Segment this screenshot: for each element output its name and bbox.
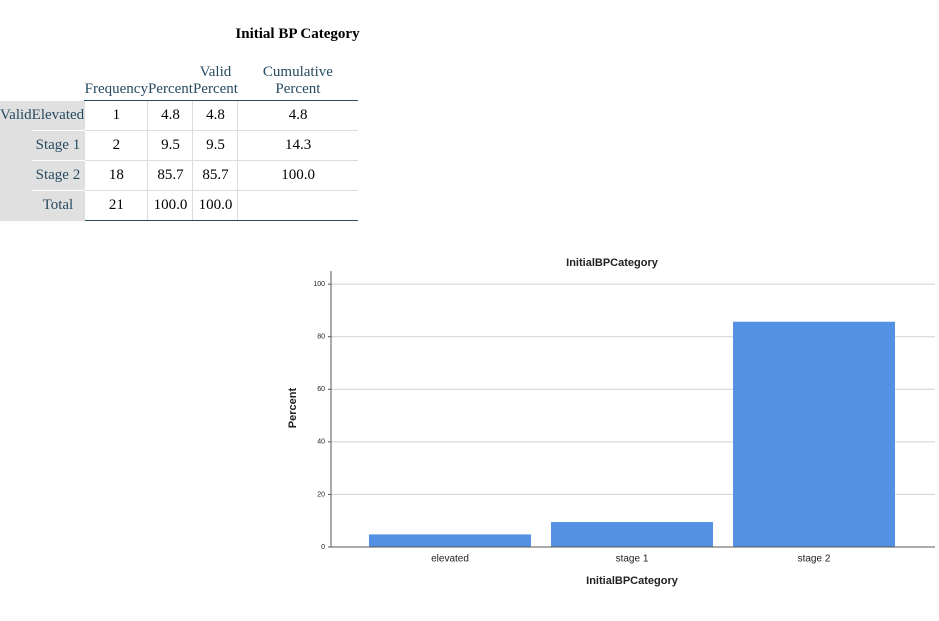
table-cell: 85.7 xyxy=(192,160,238,191)
y-tick-label: 0 xyxy=(321,544,325,551)
bar xyxy=(551,522,713,547)
row-label: Total xyxy=(31,190,85,221)
table-cell: 4.8 xyxy=(147,100,193,131)
table-cell: 9.5 xyxy=(192,130,238,161)
table-row: Stage 1 2 9.5 9.5 14.3 xyxy=(0,130,358,161)
row-label: Stage 1 xyxy=(31,130,85,161)
y-tick-label: 40 xyxy=(317,439,325,446)
bar xyxy=(369,534,531,547)
table-row: Total 21 100.0 100.0 xyxy=(0,190,358,221)
table-cell: 18 xyxy=(84,160,148,191)
row-label: Elevated xyxy=(31,100,85,131)
x-tick-label: elevated xyxy=(431,554,469,565)
group-label: Valid xyxy=(0,100,32,131)
table-cell: 100.0 xyxy=(237,160,358,191)
row-label: Stage 2 xyxy=(31,160,85,191)
table-cell xyxy=(237,190,358,221)
column-header: Valid Percent xyxy=(192,50,238,101)
group-cell xyxy=(0,130,32,161)
corner xyxy=(0,50,32,101)
x-axis-label: InitialBPCategory xyxy=(586,575,679,587)
chart-title: InitialBPCategory xyxy=(566,257,659,269)
table-row: Stage 2 18 85.7 85.7 100.0 xyxy=(0,160,358,191)
column-header: Frequency xyxy=(84,50,148,101)
column-header: Cumulative Percent xyxy=(237,50,358,101)
table-cell: 100.0 xyxy=(192,190,238,221)
header-row: Frequency Percent Valid Percent Cumulative … xyxy=(0,50,358,101)
table: Frequency Percent Valid Percent Cumulative … xyxy=(0,50,358,221)
table-cell: 2 xyxy=(84,130,148,161)
table-cell: 4.8 xyxy=(192,100,238,131)
y-tick-label: 20 xyxy=(317,491,325,498)
y-axis-label: Percent xyxy=(287,387,299,428)
table-title: Initial BP Category xyxy=(235,26,360,42)
corner xyxy=(32,50,85,101)
group-cell xyxy=(0,190,32,221)
y-tick-label: 80 xyxy=(317,334,325,341)
table-cell: 14.3 xyxy=(237,130,358,161)
table-cell: 85.7 xyxy=(147,160,193,191)
table-cell: 9.5 xyxy=(147,130,193,161)
x-tick-label: stage 1 xyxy=(616,554,649,565)
x-tick-label: stage 2 xyxy=(798,554,831,565)
table-cell: 1 xyxy=(84,100,148,131)
y-tick-label: 100 xyxy=(313,281,325,288)
table-cell: 100.0 xyxy=(147,190,193,221)
table-cell: 4.8 xyxy=(237,100,358,131)
table-cell: 21 xyxy=(84,190,148,221)
bar xyxy=(733,321,895,547)
column-header: Percent xyxy=(147,50,193,101)
table-row: Valid Elevated 1 4.8 4.8 4.8 xyxy=(0,100,358,131)
group-cell xyxy=(0,160,32,191)
y-tick-label: 60 xyxy=(317,386,325,393)
